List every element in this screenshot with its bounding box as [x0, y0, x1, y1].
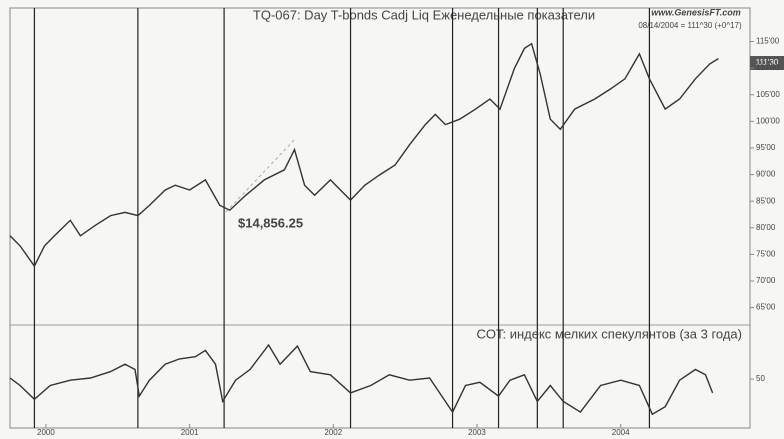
- last-price-box: [750, 56, 784, 70]
- x-tick-label: 2001: [181, 428, 199, 437]
- subtitle: 08/14/2004 = 111^30 (+0^17): [638, 21, 742, 30]
- y-tick-label: 70'00: [756, 276, 776, 285]
- y-tick-label: 100'00: [756, 116, 780, 125]
- y-tick-label: 50: [756, 374, 765, 383]
- trend-line: [225, 137, 297, 213]
- y-tick-label: 75'00: [756, 250, 776, 259]
- data-line: [9, 42, 719, 268]
- y-tick-label: 80'00: [756, 223, 776, 232]
- source: www.GenesisFT.com: [651, 7, 741, 17]
- plot-frame: [9, 7, 751, 429]
- y-tick-label: 65'00: [756, 303, 776, 312]
- y-tick-label: 85'00: [756, 196, 776, 205]
- last-price-label: 111'30: [756, 58, 779, 67]
- x-tick-label: 2003: [468, 428, 486, 437]
- x-tick-label: 2000: [37, 428, 55, 437]
- data-line: [9, 343, 714, 416]
- x-tick-label: 2002: [324, 428, 342, 437]
- y-tick-label: 95'00: [756, 143, 776, 152]
- y-tick-label: 110'00: [756, 63, 780, 72]
- y-tick-label: 90'00: [756, 170, 776, 179]
- panel-title: COT: индекс мелких спекулянтов (за 3 год…: [476, 326, 742, 341]
- chart-title: TQ-067: Day T-bonds Cadj Liq Еженедельны…: [253, 7, 595, 22]
- x-tick-label: 2004: [612, 428, 630, 437]
- y-tick-label: 115'00: [756, 37, 780, 46]
- y-tick-label: 105'00: [756, 90, 780, 99]
- annotation: $14,856.25: [238, 215, 303, 230]
